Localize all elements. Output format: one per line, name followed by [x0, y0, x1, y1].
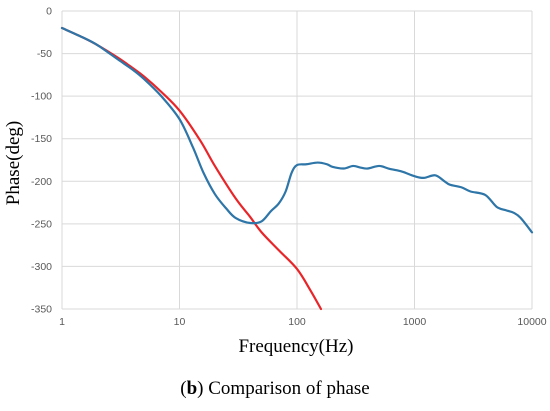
x-tick-label: 1000	[403, 316, 427, 328]
y-tick-label: -50	[37, 48, 52, 60]
x-tick-labels: 1 10 100 1000 10000	[59, 316, 547, 328]
x-tick-label: 10	[174, 316, 186, 328]
y-axis-title: Phase(deg)	[3, 121, 24, 205]
x-tick-label: 10000	[517, 316, 546, 328]
y-tick-label: -100	[31, 91, 52, 103]
y-tick-labels: 0 -50 -100 -150 -200 -250 -300 -350	[31, 6, 52, 316]
x-axis-title: Frequency(Hz)	[238, 336, 353, 357]
y-tick-label: -150	[31, 133, 52, 145]
gridlines	[61, 10, 533, 310]
caption-bold: b	[186, 378, 198, 399]
x-tick-label: 1	[59, 316, 65, 328]
y-tick-label: -250	[31, 218, 52, 230]
x-tick-label: 100	[288, 316, 306, 328]
y-tick-label: -300	[31, 261, 52, 273]
y-tick-label: -350	[31, 304, 52, 316]
series-lines	[60, 26, 534, 311]
figure-caption: (b) Comparison of phase	[0, 378, 550, 400]
y-tick-label: -200	[31, 176, 52, 188]
y-tick-label: 0	[46, 6, 52, 18]
series-line-2	[60, 26, 534, 234]
caption-text: ) Comparison of phase	[197, 378, 370, 399]
caption-prefix: (	[180, 378, 187, 399]
